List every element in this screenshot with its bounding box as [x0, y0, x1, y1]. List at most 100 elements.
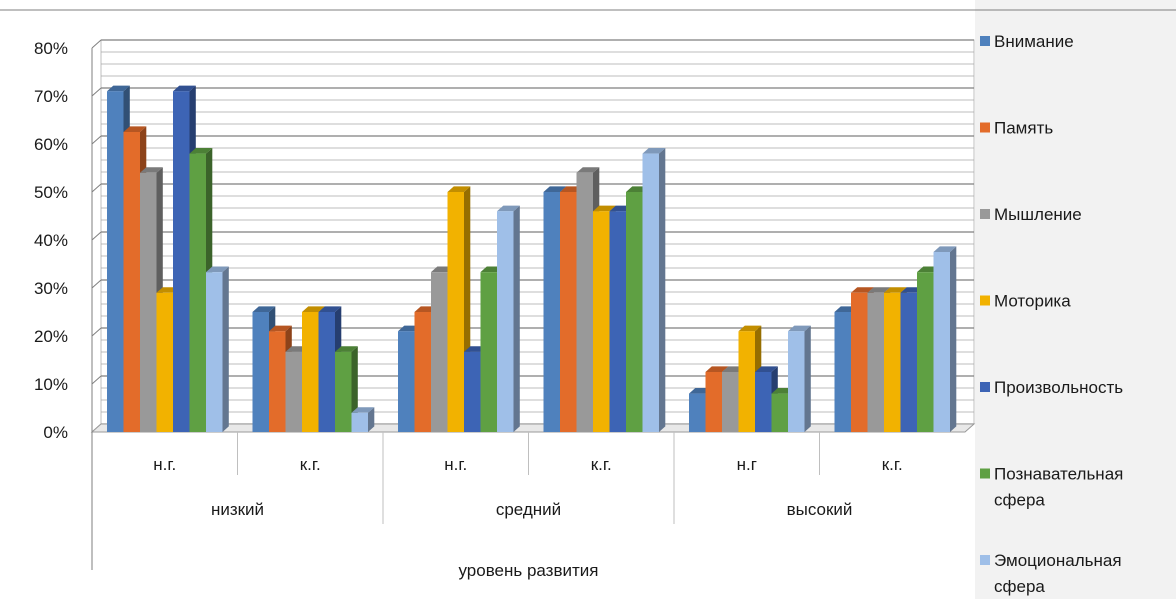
legend-label: Мышление — [994, 205, 1082, 224]
legend-swatch — [980, 122, 990, 133]
bar — [689, 393, 706, 432]
side-wall-gridline — [91, 87, 102, 97]
bar — [156, 292, 173, 432]
bar — [884, 292, 901, 432]
bar — [140, 172, 157, 433]
bar-top — [788, 325, 811, 332]
bar — [626, 192, 643, 432]
bar — [900, 292, 917, 432]
y-tick-label: 30% — [34, 279, 68, 298]
bar — [771, 393, 788, 432]
y-tick-label: 0% — [43, 423, 68, 442]
bar-top — [867, 287, 891, 293]
bar-top — [497, 205, 520, 212]
side-wall-gridline — [91, 39, 102, 49]
bar — [252, 312, 269, 432]
legend-label: Моторика — [994, 292, 1071, 311]
bar-top — [851, 287, 874, 293]
category-label: к.г. — [882, 455, 903, 474]
y-tick-label: 10% — [34, 375, 68, 394]
bar-side — [659, 148, 666, 432]
legend-swatch — [980, 555, 990, 565]
bar-top — [738, 325, 762, 332]
bar — [834, 312, 851, 432]
bar-top — [351, 407, 375, 413]
bar-side — [513, 205, 520, 432]
legend-swatch — [980, 36, 990, 46]
bar — [576, 172, 593, 433]
bar — [560, 192, 577, 432]
bar-top — [447, 186, 471, 192]
legend-swatch — [980, 468, 990, 479]
bar-side — [950, 246, 957, 432]
bar — [497, 211, 514, 432]
group-label: высокий — [787, 500, 853, 519]
side-wall-gridline — [91, 231, 102, 241]
bar — [642, 153, 659, 432]
y-tick-label: 70% — [34, 87, 68, 106]
group-label: средний — [496, 500, 561, 519]
bar — [351, 412, 368, 432]
bar — [269, 331, 286, 432]
bar-top — [269, 325, 292, 332]
bar — [851, 292, 868, 432]
bar — [335, 351, 352, 432]
legend-label: сфера — [994, 491, 1045, 510]
category-label: к.г. — [591, 455, 612, 474]
legend-label: Память — [994, 119, 1053, 138]
bar — [917, 272, 934, 432]
bar — [609, 211, 626, 432]
group-label: низкий — [211, 500, 264, 519]
bar — [431, 272, 448, 432]
bar-top — [543, 186, 567, 192]
side-wall-gridline — [91, 279, 102, 289]
bar-top — [755, 366, 778, 372]
bar — [447, 192, 464, 432]
bar-top — [173, 85, 196, 92]
legend-label: Эмоциональная — [994, 551, 1122, 570]
bar — [107, 91, 124, 432]
bar-top — [107, 85, 130, 92]
bar — [933, 252, 950, 432]
bar-side — [368, 407, 375, 432]
y-tick-label: 50% — [34, 183, 68, 202]
side-wall-gridline — [91, 135, 102, 145]
bar-top — [140, 167, 163, 173]
bar-top — [335, 346, 358, 352]
bar-top — [302, 306, 325, 312]
bar — [398, 331, 415, 432]
bar-top — [933, 246, 957, 252]
bar — [173, 91, 190, 432]
side-wall-gridline — [91, 375, 102, 385]
legend-label: Внимание — [994, 32, 1074, 51]
bar-side — [804, 325, 811, 432]
bar-top — [189, 148, 213, 154]
legend-swatch — [980, 295, 990, 306]
bar — [755, 372, 772, 432]
y-tick-label: 60% — [34, 135, 68, 154]
legend-swatch — [980, 382, 990, 392]
bar — [414, 312, 431, 432]
bar-top — [318, 306, 342, 312]
legend-label: сфера — [994, 577, 1045, 596]
bar-top — [705, 366, 729, 372]
bar — [285, 351, 302, 432]
bar-top — [593, 205, 616, 212]
bar — [189, 153, 206, 432]
bar — [593, 211, 610, 432]
bar — [480, 272, 497, 432]
bar — [738, 331, 755, 432]
bar-top — [884, 287, 907, 293]
category-label: н.г. — [444, 455, 467, 474]
bar — [302, 312, 319, 432]
y-tick-label: 20% — [34, 327, 68, 346]
bar — [206, 272, 223, 432]
bar — [788, 331, 805, 432]
legend-swatch — [980, 209, 990, 219]
bar-top — [576, 167, 600, 173]
bar — [318, 312, 335, 432]
bar — [464, 351, 481, 432]
side-wall-gridline — [91, 183, 102, 193]
